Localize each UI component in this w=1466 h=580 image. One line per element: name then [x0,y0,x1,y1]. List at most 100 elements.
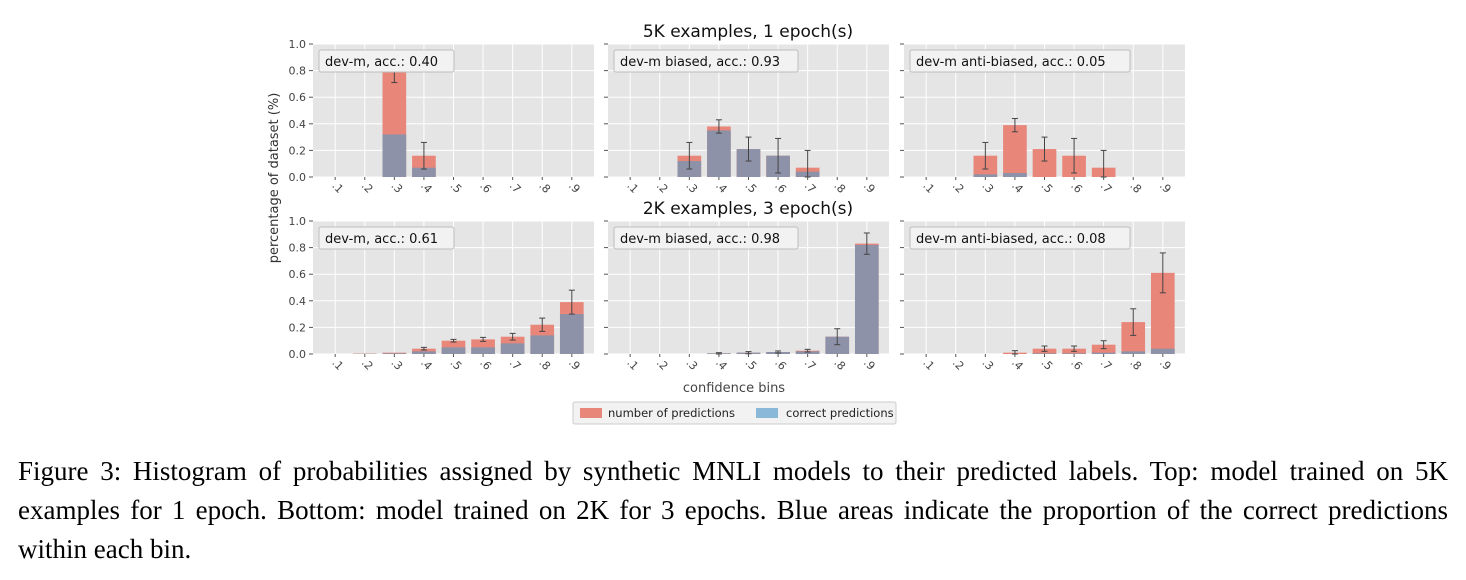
panel-6: .1 .2 .3 .4 .5 .6 .7 .8 .9 dev-m anti-biased, acc… [900,220,1185,373]
row-title-bottom: 2K examples, 3 epoch(s) [643,199,853,219]
bar-correct [559,314,584,354]
y-tick-label: 0.2 [289,144,307,157]
annotation-label: dev-m biased, acc.: 0.98 [620,232,780,247]
panel-1: 0.0 0.2 0.4 0.6 0.8 1.0 .1 .2 .3 .4 .5 .6 .7 .8 .9 dev-… [289,38,594,196]
bar-correct [530,335,555,354]
x-tick-label: .1 [624,179,641,196]
x-tick-label: .2 [654,179,671,196]
bar-correct [471,347,495,354]
annotation-box [909,226,1131,250]
x-tick-label: .2 [359,179,376,196]
x-tick-label: .4 [1009,179,1026,196]
bar-predictions [1003,125,1027,177]
x-tick-label: .9 [1157,356,1174,373]
x-tick-label: .7 [507,356,524,373]
panel-4: 0.0 0.2 0.4 0.6 0.8 1.0 .1 .2 .3 .4 .5 .6 .7 .8 .9 dev-… [289,215,594,373]
bar-predictions [1121,322,1146,354]
annotation-box [318,49,455,73]
x-tick-label: .6 [1068,356,1085,373]
x-tick-label: .9 [861,179,878,196]
panel-3: .1 .2 .3 .4 .5 .6 .7 .8 .9 dev-m anti-biased, acc… [900,43,1185,196]
x-tick-label: .1 [920,356,937,373]
x-tick-label: .3 [980,356,997,373]
x-tick-label: .5 [448,179,465,196]
x-tick-label: .3 [684,179,701,196]
x-tick-label: .6 [477,179,494,196]
y-axis-label: percentage of dataset (%) [267,93,282,264]
bar-predictions [1091,344,1116,354]
y-tick-label: 1.0 [289,215,307,228]
x-tick-label: .7 [802,356,819,373]
bar-correct [1150,348,1175,354]
chart-panels: 0.0 0.2 0.4 0.6 0.8 1.0 .1 .2 .3 .4 .5 .6 .7 .8 .9 dev-… [289,38,1185,373]
bar-correct [854,244,879,354]
x-axis-label: confidence bins [683,381,785,396]
x-tick-label: .5 [743,179,760,196]
bar-correct [1062,353,1086,354]
legend: number of predictions correct prediction… [572,401,897,425]
panel-5: .1 .2 .3 .4 .5 .6 .7 .8 .9 dev-m biased, acc.: 0.… [604,220,889,373]
y-tick-label: 0.2 [289,321,307,334]
x-tick-label: .7 [507,179,524,196]
x-tick-label: .4 [713,356,730,373]
y-tick-label: 0.6 [289,91,307,104]
bar-correct [1032,353,1057,354]
bar-correct [412,351,436,354]
y-tick-label: 0.4 [289,118,307,131]
x-tick-label: .8 [1127,179,1144,196]
x-tick-label: .5 [448,356,465,373]
legend-swatch-predictions [580,408,602,418]
legend-frame [572,401,897,425]
panel-2: .1 .2 .3 .4 .5 .6 .7 .8 .9 dev-m biased, acc.: 0.… [604,43,889,196]
x-tick-label: .6 [1068,179,1085,196]
x-tick-label: .4 [1009,356,1026,373]
bar-correct [382,134,407,177]
annotation-box [613,49,799,73]
x-tick-label: .1 [920,179,937,196]
y-tick-label: 0.8 [289,65,307,78]
annotation-box [318,226,455,250]
bar-correct [1003,173,1027,177]
annotation-box [909,49,1131,73]
y-tick-label: 0.0 [289,171,307,184]
y-tick-label: 0.0 [289,348,307,361]
bar-correct [707,130,731,177]
x-tick-label: .8 [536,356,553,373]
annotation-box [613,226,799,250]
x-tick-label: .6 [477,356,494,373]
x-tick-label: .5 [1039,356,1056,373]
histogram-figure: 0.0 0.2 0.4 0.6 0.8 1.0 .1 .2 .3 .4 .5 .6 .7 .8 .9 dev-… [267,22,1185,425]
x-tick-label: .6 [772,179,789,196]
x-tick-label: .2 [359,356,376,373]
x-tick-label: .3 [684,356,701,373]
bar-correct [825,336,850,354]
x-tick-label: .8 [831,356,848,373]
annotation-label: dev-m, acc.: 0.40 [325,55,438,70]
x-tick-label: .1 [624,356,641,373]
annotation-label: dev-m, acc.: 0.61 [325,232,438,247]
x-tick-label: .5 [743,356,760,373]
x-tick-label: .3 [980,179,997,196]
bar-correct [1121,351,1146,354]
y-tick-label: 1.0 [289,38,307,51]
x-tick-label: .9 [566,179,583,196]
annotation-label: dev-m anti-biased, acc.: 0.05 [916,55,1106,70]
row-title-top: 5K examples, 1 epoch(s) [643,22,853,42]
bar-predictions [1150,272,1175,354]
legend-label-predictions: number of predictions [608,406,735,420]
x-tick-label: .7 [1098,356,1115,373]
x-tick-label: .7 [1098,179,1115,196]
bar-correct [1091,352,1116,354]
figure-caption: Figure 3: Histogram of probabilities ass… [18,456,1448,564]
annotation-label: dev-m biased, acc.: 0.93 [620,55,780,70]
legend-label-correct: correct predictions [786,406,894,420]
bar-correct [736,149,761,177]
x-tick-label: .8 [831,179,848,196]
x-tick-label: .5 [1039,179,1056,196]
y-tick-label: 0.8 [289,242,307,255]
x-tick-label: .3 [389,179,406,196]
y-tick-label: 0.4 [289,295,307,308]
x-tick-label: .9 [566,356,583,373]
bar-correct [500,343,525,354]
x-tick-label: .8 [536,179,553,196]
